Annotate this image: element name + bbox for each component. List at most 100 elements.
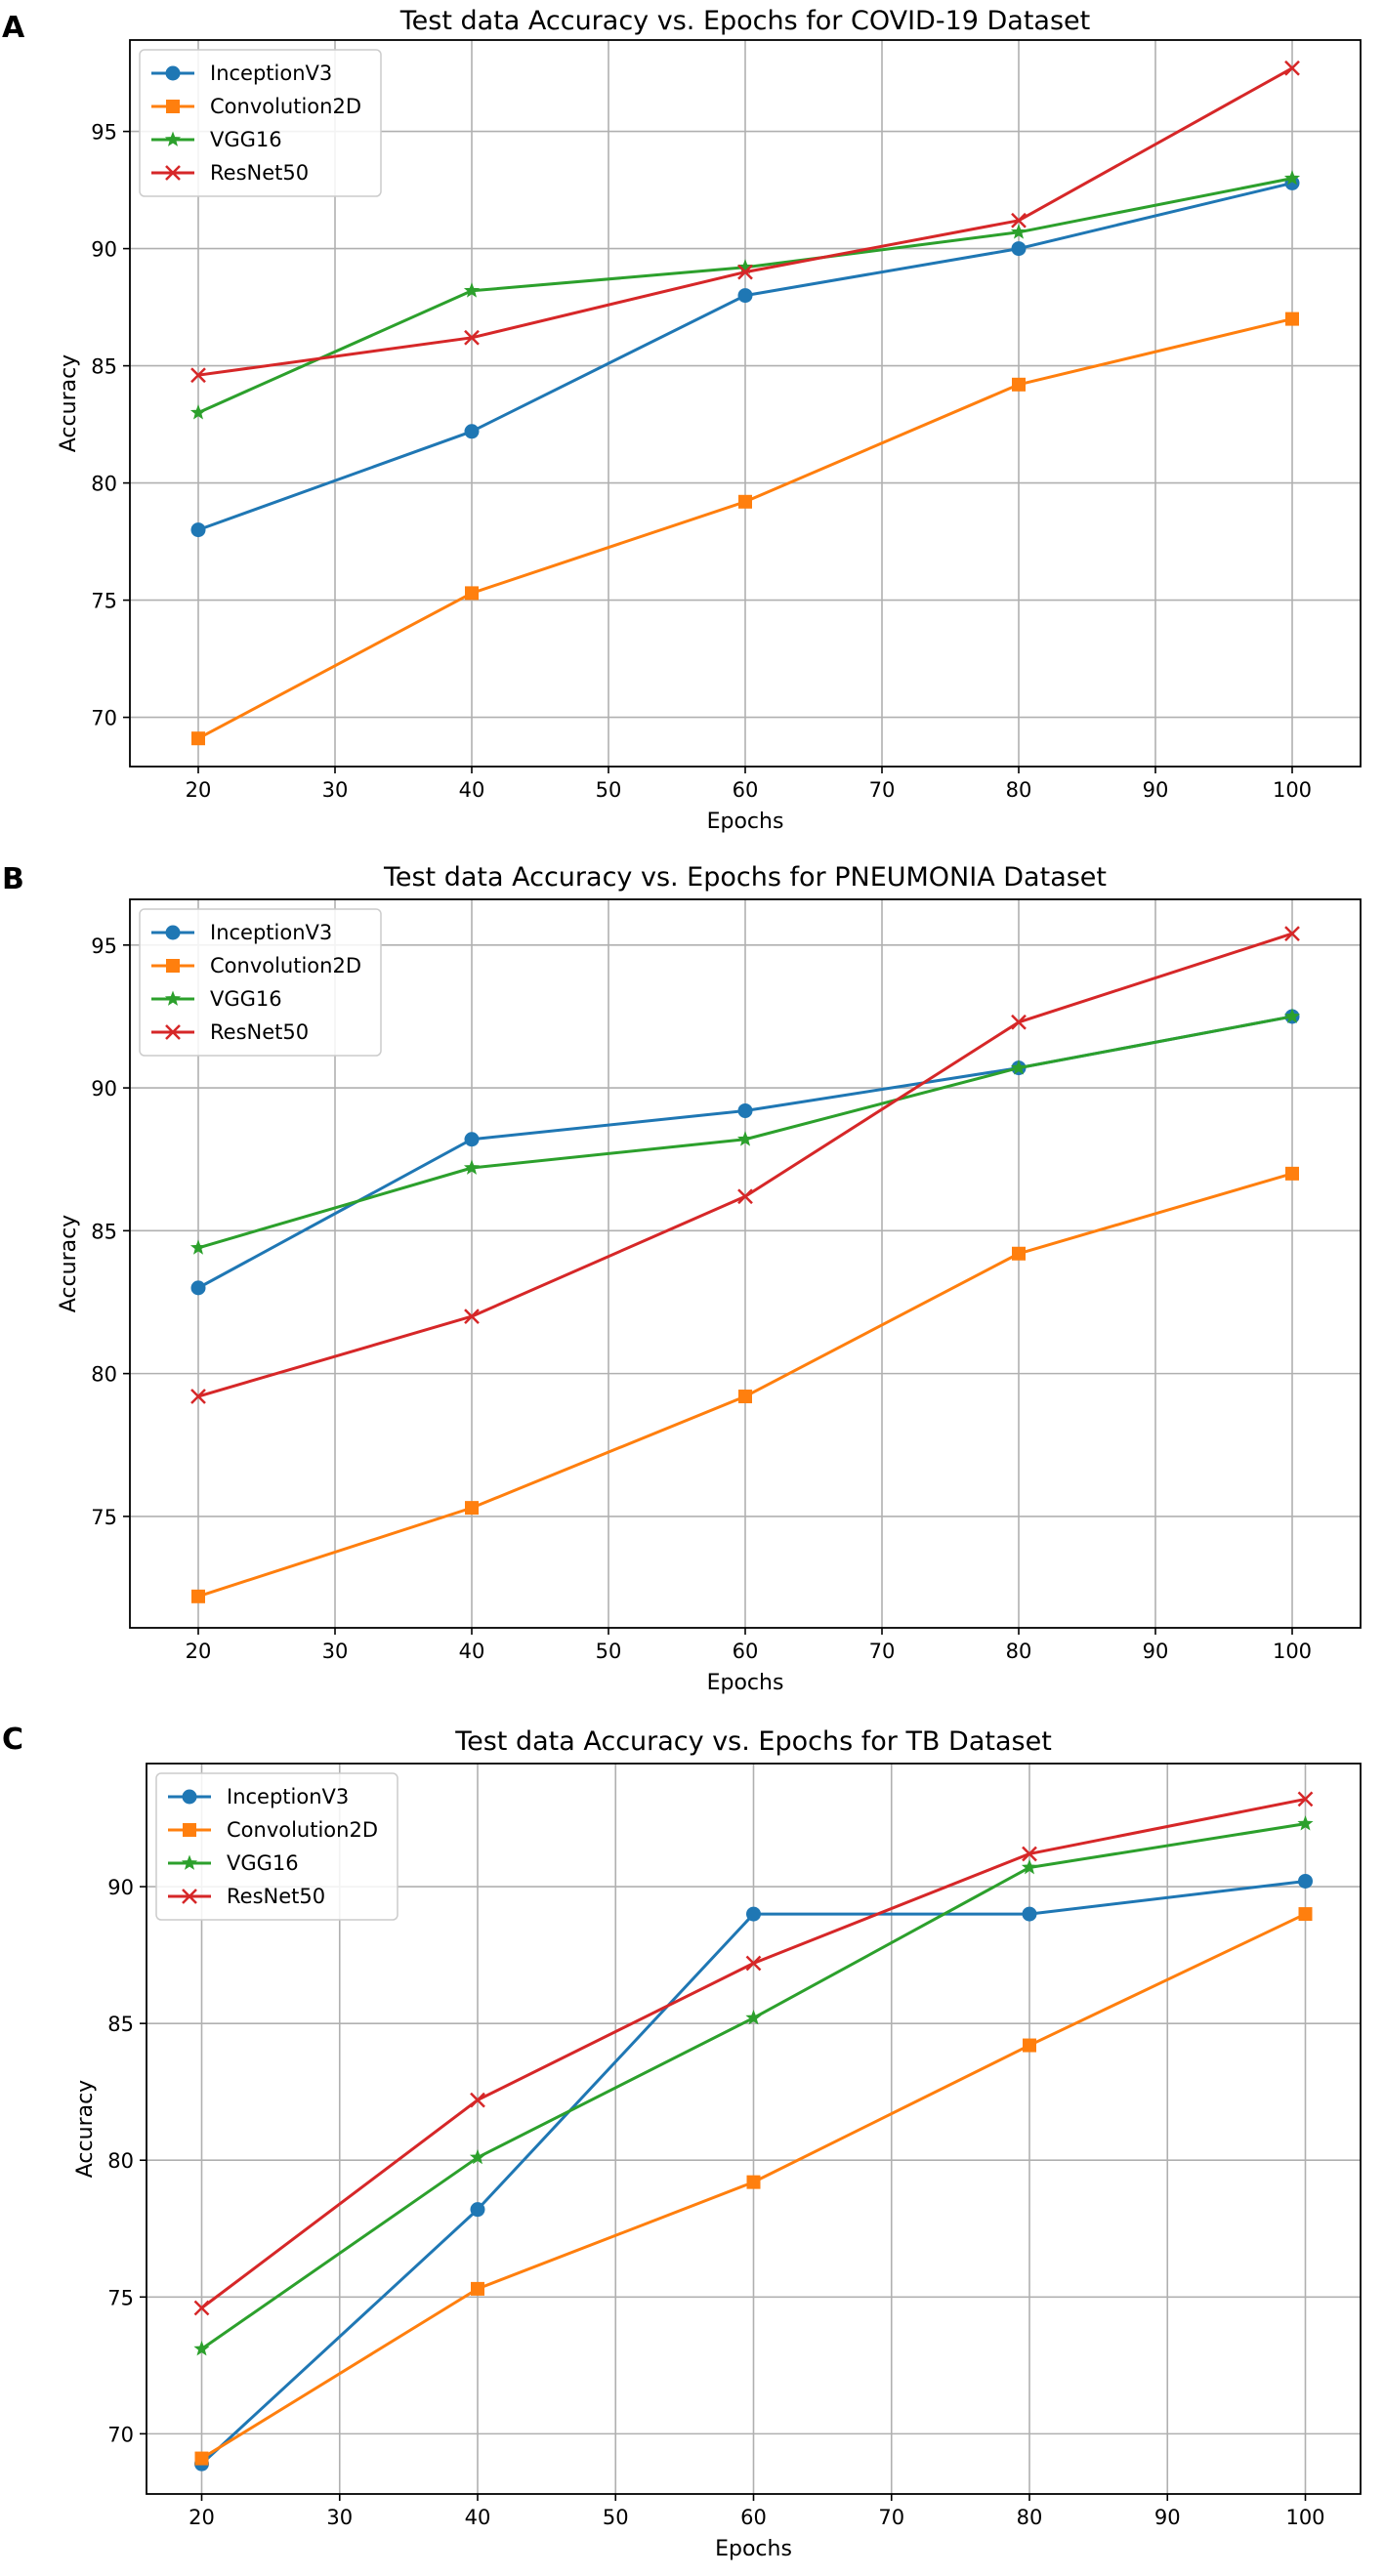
legend-entry: Convolution2D — [168, 1818, 378, 1842]
data-point-resnet50 — [737, 1188, 753, 1205]
legend-label: VGG16 — [210, 128, 282, 151]
panel-b: B Test data Accuracy vs. Epochs for PNEUM… — [2, 862, 1362, 1695]
y-axis-label: Accuracy — [57, 1215, 81, 1312]
data-point-resnet50 — [1284, 926, 1300, 941]
x-axis-label: Epochs — [707, 810, 784, 834]
data-point-inceptionv3 — [470, 2202, 485, 2218]
legend-marker — [165, 925, 181, 940]
data-point-inceptionv3 — [1298, 1873, 1313, 1889]
x-tick-label: 40 — [459, 1640, 485, 1663]
data-point-vgg16 — [463, 282, 481, 298]
data-point-inceptionv3 — [190, 522, 206, 538]
data-point-convolution2d — [738, 1390, 752, 1404]
data-point-convolution2d — [471, 2281, 484, 2296]
x-tick-label: 50 — [596, 1640, 622, 1663]
x-tick-label: 60 — [733, 778, 759, 802]
legend-box — [139, 49, 382, 197]
data-point-vgg16 — [1010, 1059, 1028, 1075]
x-tick-label: 30 — [322, 1640, 349, 1663]
data-point-inceptionv3 — [746, 1906, 761, 1922]
data-point-vgg16 — [463, 1159, 481, 1175]
x-tick-label: 60 — [733, 1640, 759, 1663]
data-point-convolution2d — [191, 731, 205, 746]
x-tick-label: 70 — [878, 2506, 904, 2529]
legend-marker — [164, 131, 182, 146]
y-axis-label: Accuracy — [73, 2080, 98, 2178]
y-tick-label: 80 — [107, 2149, 134, 2173]
data-point-inceptionv3 — [464, 1132, 480, 1147]
legend-label: ResNet50 — [210, 161, 309, 185]
data-point-convolution2d — [1023, 2038, 1036, 2053]
data-point-convolution2d — [1298, 1907, 1313, 1922]
data-point-vgg16 — [189, 404, 207, 420]
legend-entry: ResNet50 — [151, 1020, 309, 1044]
y-tick-label: 70 — [91, 707, 117, 730]
legend-label: ResNet50 — [210, 1020, 309, 1044]
x-tick-label: 60 — [740, 2506, 767, 2529]
data-point-vgg16 — [736, 259, 754, 274]
x-axis-label: Epochs — [707, 1671, 784, 1695]
panel-letter: C — [2, 1723, 23, 1757]
y-tick-label: 85 — [107, 2013, 134, 2036]
x-tick-label: 70 — [869, 1640, 896, 1663]
legend-marker — [183, 1823, 196, 1837]
y-tick-label: 80 — [91, 1363, 117, 1387]
legend-marker — [166, 100, 180, 113]
y-tick-label: 85 — [91, 355, 117, 379]
x-tick-label: 50 — [603, 2506, 629, 2529]
x-tick-label: 20 — [186, 1640, 212, 1663]
legend-entry: InceptionV3 — [151, 921, 332, 944]
legend-label: InceptionV3 — [210, 921, 332, 944]
data-point-inceptionv3 — [737, 288, 753, 304]
data-point-vgg16 — [1021, 1858, 1038, 1875]
legend-entry: VGG16 — [151, 128, 282, 151]
data-point-vgg16 — [736, 1131, 754, 1146]
x-tick-label: 40 — [465, 2506, 491, 2529]
legend-box — [155, 1772, 398, 1921]
legend-label: Convolution2D — [227, 1818, 378, 1842]
legend: InceptionV3 Convolution2D VGG16 ResNet50 — [155, 1772, 398, 1921]
data-point-convolution2d — [1285, 312, 1299, 326]
data-point-vgg16 — [1283, 1008, 1301, 1023]
x-tick-label: 100 — [1285, 2506, 1324, 2529]
data-point-resnet50 — [737, 264, 753, 280]
x-tick-label: 100 — [1273, 778, 1312, 802]
legend-label: Convolution2D — [210, 954, 361, 977]
x-tick-label: 20 — [186, 778, 212, 802]
data-point-convolution2d — [738, 494, 752, 509]
data-point-resnet50 — [190, 367, 206, 384]
data-point-inceptionv3 — [1011, 241, 1027, 257]
chart-title: Test data Accuracy vs. Epochs for TB Dat… — [454, 1726, 1052, 1757]
legend: InceptionV3 Convolution2D VGG16 ResNet50 — [139, 908, 382, 1057]
data-point-vgg16 — [469, 2148, 486, 2165]
y-axis-label: Accuracy — [57, 354, 81, 452]
x-tick-label: 90 — [1154, 2506, 1181, 2529]
y-tick-label: 90 — [91, 238, 117, 262]
y-tick-label: 95 — [91, 935, 117, 958]
legend-entry: ResNet50 — [168, 1885, 325, 1908]
panel-a: A Test data Accuracy vs. Epochs for COVID… — [2, 6, 1362, 834]
data-point-convolution2d — [194, 2451, 209, 2466]
data-point-resnet50 — [1297, 1791, 1314, 1807]
data-point-resnet50 — [470, 2092, 485, 2108]
data-point-resnet50 — [193, 2300, 210, 2316]
legend-marker — [165, 65, 181, 81]
data-point-vgg16 — [1010, 224, 1028, 239]
data-point-resnet50 — [190, 1389, 206, 1404]
x-tick-label: 50 — [596, 778, 622, 802]
data-point-convolution2d — [465, 1501, 479, 1516]
legend-marker — [181, 1854, 198, 1870]
legend-label: VGG16 — [210, 987, 282, 1011]
y-tick-label: 70 — [107, 2423, 134, 2446]
x-tick-label: 90 — [1143, 1640, 1169, 1663]
legend-entry: InceptionV3 — [151, 62, 332, 85]
y-tick-label: 75 — [91, 590, 117, 613]
data-point-resnet50 — [1011, 212, 1027, 229]
legend-marker — [165, 1024, 181, 1040]
legend-marker — [182, 1789, 197, 1805]
x-tick-label: 90 — [1143, 778, 1169, 802]
legend-label: ResNet50 — [227, 1885, 325, 1908]
y-tick-label: 85 — [91, 1220, 117, 1243]
y-tick-label: 90 — [107, 1876, 134, 1899]
